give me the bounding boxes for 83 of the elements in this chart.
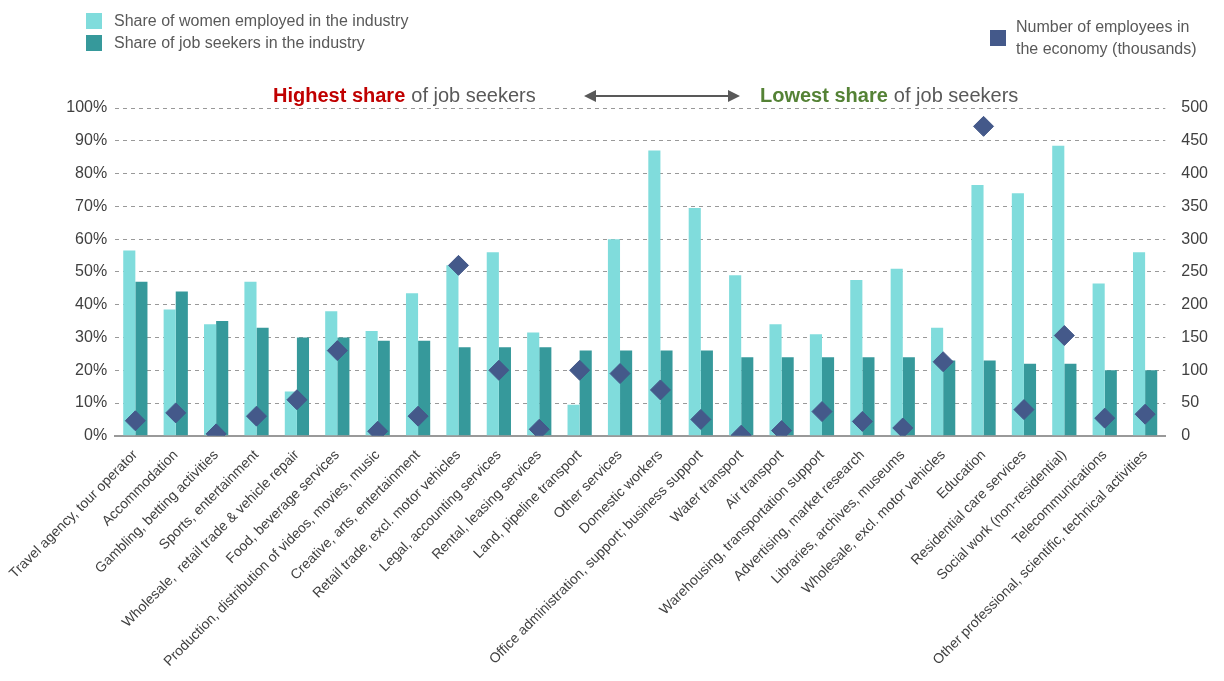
bar: [486, 252, 499, 436]
point: [1134, 403, 1156, 425]
bar: [741, 357, 754, 436]
bar: [983, 360, 996, 436]
bar: [890, 268, 903, 436]
bar: [256, 327, 269, 436]
y2-tick-label: 200: [1181, 295, 1209, 313]
y2-tick-label: 400: [1181, 163, 1209, 181]
bar: [244, 281, 257, 436]
legend-label: Share of job seekers in the industry: [114, 34, 365, 52]
y2-tick-label: 300: [1181, 229, 1209, 247]
y2-tick-label: 0: [1181, 426, 1191, 444]
bar: [850, 280, 863, 436]
y-tick-label: 40%: [75, 295, 108, 313]
bar: [607, 239, 621, 436]
point: [1013, 399, 1035, 421]
point: [407, 405, 429, 427]
bar: [769, 324, 782, 436]
point: [246, 405, 268, 427]
point: [326, 340, 348, 362]
text: of job seekers: [893, 84, 1019, 106]
point: [973, 115, 995, 137]
bar: [216, 321, 229, 436]
bar: [1132, 252, 1146, 436]
point: [649, 379, 671, 401]
y-tick-label: 70%: [75, 196, 108, 214]
bar: [943, 360, 956, 436]
point: [892, 417, 914, 436]
bar: [204, 324, 217, 436]
bar: [458, 347, 471, 436]
bar: [971, 185, 984, 436]
point: [488, 359, 510, 381]
y-tick-label: 50%: [75, 262, 108, 280]
point: [569, 359, 591, 381]
point: [1053, 325, 1075, 347]
bar: [1092, 283, 1105, 436]
bar: [527, 332, 540, 436]
bar: [1011, 193, 1024, 436]
bar: [1052, 145, 1065, 436]
y2-tick-label: 150: [1181, 327, 1209, 345]
y-tick-label: 60%: [75, 229, 108, 247]
bar: [325, 311, 338, 436]
bar: [446, 265, 459, 436]
text: Lowest share: [760, 84, 888, 106]
y-tick-label: 0%: [84, 426, 108, 444]
point: [447, 254, 469, 276]
bar: [377, 340, 390, 436]
point: [851, 410, 873, 432]
point: [811, 401, 833, 423]
point: [932, 351, 954, 373]
legend-label: Share of women employed in the industry: [114, 12, 409, 30]
y-tick-label: 90%: [75, 131, 108, 149]
point: [124, 410, 146, 432]
bar: [175, 291, 188, 436]
y2-tick-label: 250: [1181, 262, 1209, 280]
bar: [688, 207, 701, 436]
text: Highest share: [273, 84, 406, 106]
y2-tick-label: 350: [1181, 196, 1209, 214]
bar: [163, 309, 176, 436]
y-tick-label: 80%: [75, 163, 108, 181]
point: [1094, 407, 1116, 429]
y-tick-label: 20%: [75, 360, 108, 378]
bar: [405, 293, 419, 436]
bar: [648, 150, 661, 436]
y2-tick-label: 50: [1181, 393, 1200, 411]
bar: [1064, 363, 1077, 436]
bar: [365, 330, 378, 436]
legend-label: Number of employees in the economy (thousands): [1016, 17, 1198, 59]
y2-tick-label: 450: [1181, 131, 1209, 149]
point: [609, 363, 631, 385]
bar: [135, 281, 148, 436]
point: [286, 389, 308, 411]
y2-tick-label: 100: [1181, 360, 1209, 378]
point: [165, 402, 187, 424]
bar: [123, 250, 136, 436]
y-tick-label: 100%: [66, 98, 108, 116]
y-tick-label: 30%: [75, 327, 108, 345]
y-tick-label: 10%: [75, 393, 108, 411]
y2-tick-label: 500: [1181, 98, 1209, 116]
bar: [567, 404, 580, 436]
bar: [729, 275, 742, 436]
point: [690, 408, 712, 430]
text: of job seekers: [411, 84, 536, 106]
